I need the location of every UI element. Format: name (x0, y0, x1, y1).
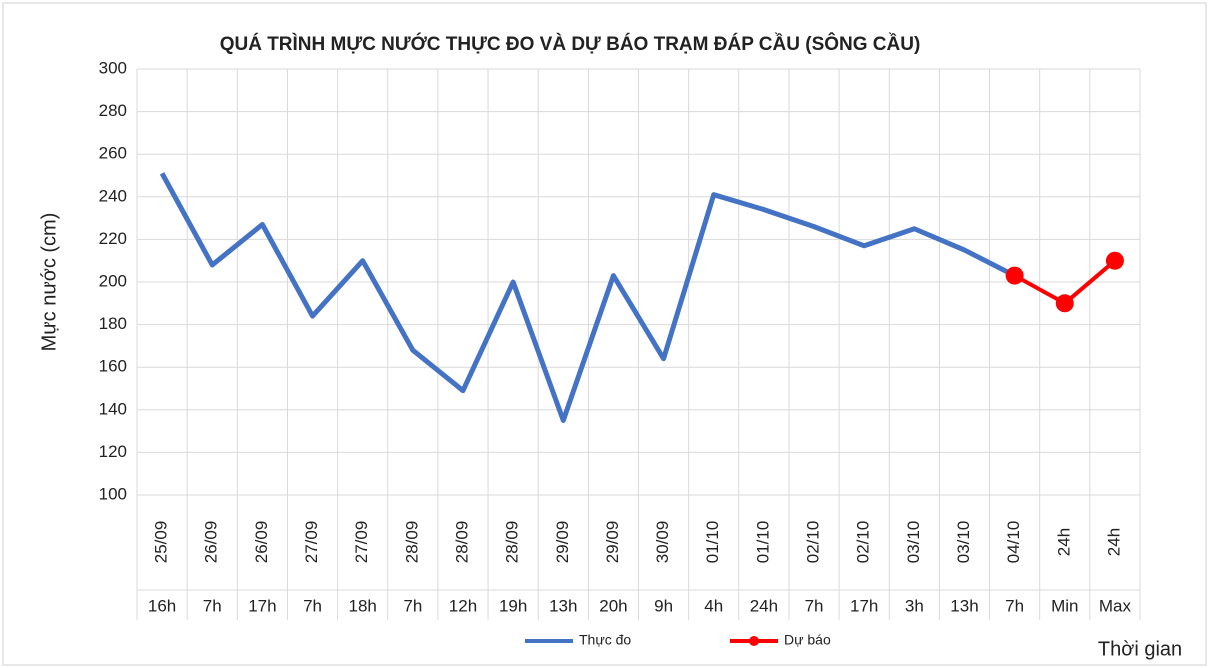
x-tick-label: Min (1051, 596, 1078, 615)
x-tick-label: Max (1099, 596, 1132, 615)
y-tick-label: 220 (99, 229, 127, 248)
x-tick-label: 7h (203, 596, 222, 615)
x-tick-label: 4h (704, 596, 723, 615)
x-tick-label: 28/09 (503, 521, 522, 564)
x-tick-label: 29/09 (553, 521, 572, 564)
x-tick-label: 03/10 (904, 521, 923, 564)
x-axis-label: Thời gian (1098, 638, 1182, 660)
x-tick-label: 24h (1104, 528, 1123, 556)
series-marker (1005, 266, 1024, 285)
x-tick-label: 18h (348, 596, 376, 615)
x-tick-label: 7h (805, 596, 824, 615)
y-tick-label: 160 (99, 357, 127, 376)
y-tick-label: 300 (99, 58, 127, 77)
x-tick-label: 7h (1005, 596, 1024, 615)
x-tick-label: 28/09 (402, 521, 421, 564)
x-tick-label: 26/09 (202, 521, 221, 564)
series-line (159, 172, 1016, 423)
x-tick-label: 01/10 (703, 521, 722, 564)
y-tick-label: 280 (99, 101, 127, 120)
y-axis-label: Mực nước (cm) (38, 213, 60, 352)
x-tick-label: 27/09 (302, 521, 321, 564)
x-tick-label: 17h (850, 596, 878, 615)
x-tick-label: 27/09 (352, 521, 371, 564)
x-tick-label: 28/09 (452, 521, 471, 564)
y-tick-label: 260 (99, 144, 127, 163)
x-tick-label: 04/10 (1004, 521, 1023, 564)
chart-title: QUÁ TRÌNH MỰC NƯỚC THỰC ĐO VÀ DỰ BÁO TRẠ… (220, 33, 921, 55)
series-marker (1055, 294, 1074, 313)
y-tick-label: 200 (99, 271, 127, 290)
y-tick-label: 240 (99, 186, 127, 205)
legend-label: Thực đo (579, 632, 631, 648)
x-tick-label: 16h (148, 596, 176, 615)
x-tick-label: 24h (750, 596, 778, 615)
x-tick-label: 02/10 (854, 521, 873, 564)
y-tick-label: 100 (99, 484, 127, 503)
x-tick-label: 7h (303, 596, 322, 615)
x-tick-label: 01/10 (753, 521, 772, 564)
y-tick-label: 120 (99, 442, 127, 461)
x-tick-label: 13h (549, 596, 577, 615)
x-tick-label: 3h (905, 596, 924, 615)
x-tick-label: 03/10 (954, 521, 973, 564)
x-tick-label: 24h (1054, 528, 1073, 556)
y-tick-label: 180 (99, 314, 127, 333)
legend-marker (749, 636, 759, 646)
x-tick-label: 02/10 (804, 521, 823, 564)
x-tick-label: 7h (403, 596, 422, 615)
x-tick-label: 29/09 (603, 521, 622, 564)
legend-label: Dự báo (784, 632, 831, 648)
y-tick-label: 140 (99, 399, 127, 418)
x-tick-label: 19h (499, 596, 527, 615)
x-tick-label: 26/09 (252, 521, 271, 564)
x-tick-label: 30/09 (653, 521, 672, 564)
x-tick-label: 20h (599, 596, 627, 615)
x-tick-label: 13h (950, 596, 978, 615)
x-tick-label: 17h (248, 596, 276, 615)
series-marker (1105, 251, 1124, 270)
x-tick-label: 12h (449, 596, 477, 615)
x-tick-label: 25/09 (152, 521, 171, 564)
x-tick-label: 9h (654, 596, 673, 615)
